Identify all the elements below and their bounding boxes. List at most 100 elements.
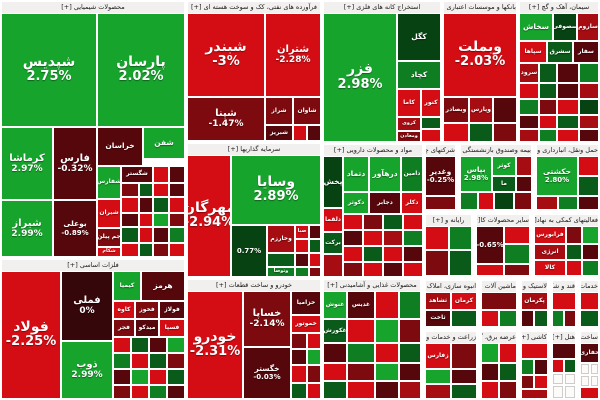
treemap-cell-شبندر[interactable]: شبندر -3% (188, 14, 264, 96)
treemap-cell-کالا[interactable]: کالا (535, 261, 565, 275)
treemap-cell[interactable] (517, 177, 531, 191)
sector-header-auto[interactable]: خودرو و ساخت قطعات [+] (188, 280, 320, 291)
sector-header-oil[interactable]: فرآورده های نفتی، کک و سوخت هسته ای [+] (188, 2, 320, 13)
treemap-cell[interactable] (452, 370, 476, 383)
treemap-cell-ومعادن[interactable]: ومعادن (398, 132, 420, 141)
treemap-cell[interactable] (268, 254, 294, 266)
treemap-cell-کیمیا[interactable]: کیمیا (114, 272, 140, 300)
treemap-cell[interactable] (535, 360, 547, 374)
treemap-cell[interactable] (114, 386, 130, 398)
treemap-cell-سرود[interactable]: سرود (520, 64, 538, 82)
treemap-cell[interactable]: -0.65% (477, 227, 503, 263)
treemap-cell-فسپا[interactable]: فسپا (160, 320, 184, 336)
treemap-cell-دکلر[interactable]: دکلر (402, 193, 422, 213)
treemap-cell[interactable] (522, 360, 533, 374)
treemap-cell-سفار[interactable]: سفار (574, 42, 598, 62)
treemap-cell-شفن[interactable]: شفن (144, 128, 184, 158)
treemap-cell[interactable] (376, 320, 398, 342)
treemap-cell[interactable] (168, 354, 184, 368)
treemap-cell[interactable] (520, 116, 538, 128)
treemap-cell[interactable] (376, 292, 398, 318)
treemap-cell-وبصادر[interactable]: وبصادر (444, 98, 468, 122)
treemap-cell[interactable] (470, 124, 492, 141)
treemap-cell[interactable] (150, 354, 166, 368)
treemap-cell[interactable] (482, 293, 516, 309)
treemap-cell[interactable] (482, 311, 498, 326)
treemap-cell-شپنا[interactable]: شپنا -1.47% (188, 98, 264, 140)
treemap-cell[interactable] (553, 344, 575, 358)
treemap-cell-فرابورس[interactable]: فرابورس (535, 227, 565, 243)
treemap-cell[interactable] (500, 311, 516, 326)
treemap-cell-فارس[interactable]: فارس -0.32% (54, 128, 96, 199)
treemap-cell-حفاری[interactable]: حفاری (581, 344, 598, 362)
treemap-cell[interactable] (482, 344, 498, 362)
treemap-cell-شپدیس[interactable]: شپدیس 2.75% (2, 14, 96, 126)
treemap-cell[interactable] (494, 98, 516, 122)
treemap-cell-کنور[interactable]: کنور (422, 90, 440, 116)
treemap-cell[interactable] (310, 254, 320, 266)
treemap-cell[interactable] (310, 268, 320, 276)
sector-header-tile[interactable]: کاشی [+] (522, 332, 547, 343)
sector-header-auxiliary-institutions[interactable]: فعالیتهای کمکی به نهاد[+] (535, 215, 598, 226)
treemap-cell[interactable] (579, 177, 598, 195)
treemap-cell[interactable] (114, 338, 130, 352)
treemap-cell[interactable] (558, 84, 578, 98)
treemap-cell[interactable] (581, 364, 589, 374)
treemap-cell[interactable] (364, 231, 382, 245)
treemap-cell-شبریز[interactable]: شبریز (266, 126, 292, 140)
treemap-cell-صبا[interactable]: صبا (296, 226, 308, 238)
treemap-cell-بپاس[interactable]: بپاس 2.98% (461, 157, 491, 191)
treemap-cell-غنوش[interactable]: غنوش (324, 292, 346, 318)
treemap-cell[interactable] (520, 84, 538, 98)
treemap-cell[interactable] (344, 215, 362, 229)
treemap-cell-زفارس[interactable]: زفارس (426, 344, 450, 368)
treemap-cell[interactable] (296, 254, 308, 266)
treemap-cell[interactable] (591, 364, 598, 374)
sector-header-services[interactable]: خدمات [+] (581, 281, 598, 292)
treemap-cell[interactable] (150, 370, 166, 384)
treemap-cell-ثاخت[interactable]: ثاخت (426, 311, 450, 326)
treemap-cell-کچاد[interactable]: کچاد (398, 62, 440, 88)
treemap-cell[interactable] (452, 344, 476, 368)
treemap-cell[interactable] (452, 385, 476, 398)
treemap-cell[interactable] (581, 388, 598, 398)
treemap-cell[interactable] (154, 184, 168, 196)
treemap-cell[interactable] (540, 116, 556, 128)
treemap-cell[interactable] (580, 84, 598, 98)
treemap-cell[interactable] (310, 226, 320, 238)
treemap-cell-دکوثر[interactable]: دکوثر (344, 193, 368, 213)
sector-header-investments[interactable]: سرمایه گذاریها [+] (188, 144, 320, 155)
treemap-cell-پکرمان[interactable]: پکرمان (522, 293, 547, 309)
treemap-cell-خساپا[interactable]: خساپا -2.14% (244, 292, 290, 346)
sector-header-multi-industry[interactable]: شرکتهای چند رشته ای صن[+] (426, 145, 455, 156)
treemap-cell[interactable] (154, 167, 168, 182)
treemap-cell[interactable] (565, 374, 575, 384)
treemap-cell[interactable] (324, 364, 346, 380)
treemap-cell-شیراز[interactable]: شیراز 2.99% (2, 201, 52, 256)
treemap-cell-شگستر[interactable]: شگستر (122, 167, 152, 182)
treemap-cell-شتران[interactable]: شتران -2.28% (266, 14, 320, 96)
treemap-cell-میدکو[interactable]: میدکو (136, 320, 158, 336)
sector-header-mining[interactable]: استخراج کانه های فلزی [+] (324, 2, 440, 13)
treemap-cell-وغدیر[interactable]: وغدیر -0.25% (426, 157, 455, 195)
sector-header-misc-manufacturing[interactable]: ساخت محصو [+] (581, 332, 598, 343)
sector-header-real-estate[interactable]: انبوه سازی، املاک و مستغ[+] (426, 281, 476, 292)
treemap-cell[interactable] (348, 320, 374, 342)
treemap-cell[interactable] (505, 265, 529, 275)
treemap-cell-پارسان[interactable]: پارسان 2.02% (98, 14, 184, 126)
treemap-cell[interactable]: 0.77% (232, 226, 266, 276)
treemap-cell[interactable] (579, 197, 598, 209)
treemap-cell-کاما[interactable]: کاما (398, 90, 420, 116)
treemap-cell[interactable] (364, 215, 382, 229)
sector-header-banks[interactable]: بانکها و موسسات اعتباری [+] (444, 2, 516, 13)
treemap-cell[interactable] (580, 130, 598, 141)
treemap-cell[interactable] (292, 366, 306, 382)
treemap-cell-فملی[interactable]: فملی 0% (62, 272, 112, 340)
treemap-cell[interactable] (140, 184, 152, 196)
sector-header-sugar[interactable]: قند و شکر [+] (553, 281, 575, 292)
treemap-cell-وسایا[interactable]: وسایا 2.89% (232, 156, 320, 224)
treemap-cell[interactable] (170, 214, 184, 226)
treemap-cell[interactable] (553, 386, 563, 398)
treemap-cell[interactable] (114, 370, 130, 384)
treemap-cell[interactable] (553, 374, 563, 384)
